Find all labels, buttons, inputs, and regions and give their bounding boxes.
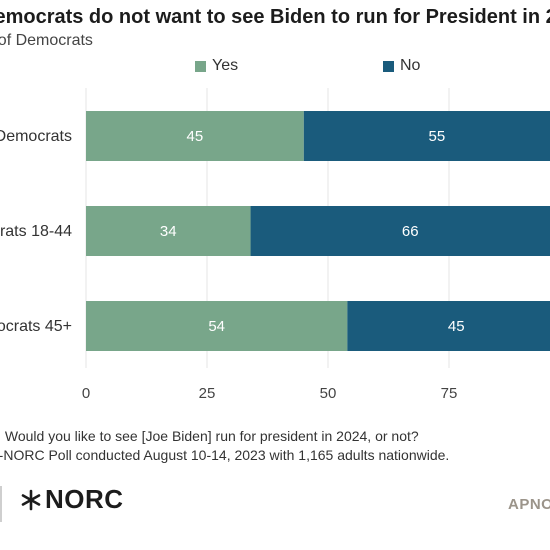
chart-legend: Yes No — [0, 57, 550, 79]
x-tick-label: 75 — [441, 385, 458, 402]
chart-title: Democrats do not want to see Biden to ru… — [0, 6, 550, 28]
legend-swatch-no — [383, 60, 394, 72]
legend-swatch-yes — [195, 60, 206, 72]
asterisk-icon — [21, 489, 41, 510]
apnorc-credit: APNO — [508, 496, 550, 513]
x-tick-label: 25 — [199, 385, 216, 402]
bar-chart: 0 25 50 75 45 55 Democrats 34 66 rats 18-44 54 45 oc… — [0, 88, 550, 402]
source-footnote: AP-NORC Poll conducted August 10-14, 202… — [0, 447, 449, 463]
bar-value-label: 34 — [160, 223, 177, 240]
bar-no — [303, 111, 550, 161]
logo-text: NORC — [45, 484, 124, 514]
category-label: ocrats 45+ — [0, 318, 72, 335]
bar-value-label: 54 — [208, 318, 225, 335]
bar-value-label: 45 — [448, 318, 465, 335]
bar-no — [250, 206, 550, 256]
bar-value-label: 66 — [402, 223, 419, 240]
bar-value-label: 55 — [429, 128, 446, 145]
legend-label-yes: Yes — [212, 57, 239, 74]
source-footnote-text: AP-NORC Poll conducted August 10-14, 202… — [0, 447, 450, 463]
legend-item-no: No — [383, 57, 420, 75]
chart-subtitle: nt of Democrats — [0, 32, 93, 49]
logo-divider — [0, 486, 2, 522]
legend-item-yes: Yes — [195, 57, 238, 75]
bar-yes — [86, 206, 251, 256]
question-footnote: on: Would you like to see [Joe Biden] ru… — [0, 428, 419, 444]
norc-logo: NORC — [20, 484, 124, 515]
bar-yes — [86, 111, 304, 161]
x-tick-label: 50 — [320, 385, 337, 402]
bar-no — [347, 301, 550, 351]
category-label: Democrats — [0, 128, 72, 145]
bar-yes — [86, 301, 348, 351]
x-tick-label: 0 — [82, 385, 90, 402]
bar-value-label: 45 — [187, 128, 204, 145]
category-label: rats 18-44 — [0, 223, 72, 240]
question-footnote-text: : Would you like to see [Joe Biden] run … — [0, 428, 419, 444]
legend-label-no: No — [400, 57, 421, 74]
